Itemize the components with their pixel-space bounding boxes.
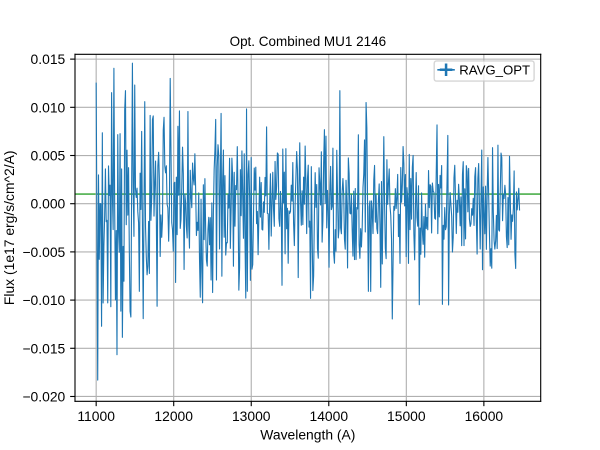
svg-text:Flux (1e17 erg/s/cm^2/A): Flux (1e17 erg/s/cm^2/A) <box>1 151 17 306</box>
svg-text:13000: 13000 <box>232 408 271 424</box>
svg-text:RAVG_OPT: RAVG_OPT <box>459 62 530 77</box>
svg-text:14000: 14000 <box>309 408 348 424</box>
svg-text:−0.020: −0.020 <box>22 389 65 405</box>
svg-text:0.000: 0.000 <box>31 196 66 212</box>
svg-text:−0.015: −0.015 <box>22 340 65 356</box>
svg-text:0.015: 0.015 <box>31 51 66 67</box>
svg-text:Wavelength (A): Wavelength (A) <box>260 427 355 443</box>
svg-text:−0.005: −0.005 <box>22 244 65 260</box>
svg-text:Opt. Combined MU1 2146: Opt. Combined MU1 2146 <box>230 34 386 49</box>
svg-text:0.005: 0.005 <box>31 148 66 164</box>
svg-text:−0.010: −0.010 <box>22 292 65 308</box>
svg-text:0.010: 0.010 <box>31 99 66 115</box>
svg-text:15000: 15000 <box>387 408 426 424</box>
svg-text:12000: 12000 <box>154 408 193 424</box>
svg-text:11000: 11000 <box>77 408 115 424</box>
svg-text:16000: 16000 <box>465 408 504 424</box>
